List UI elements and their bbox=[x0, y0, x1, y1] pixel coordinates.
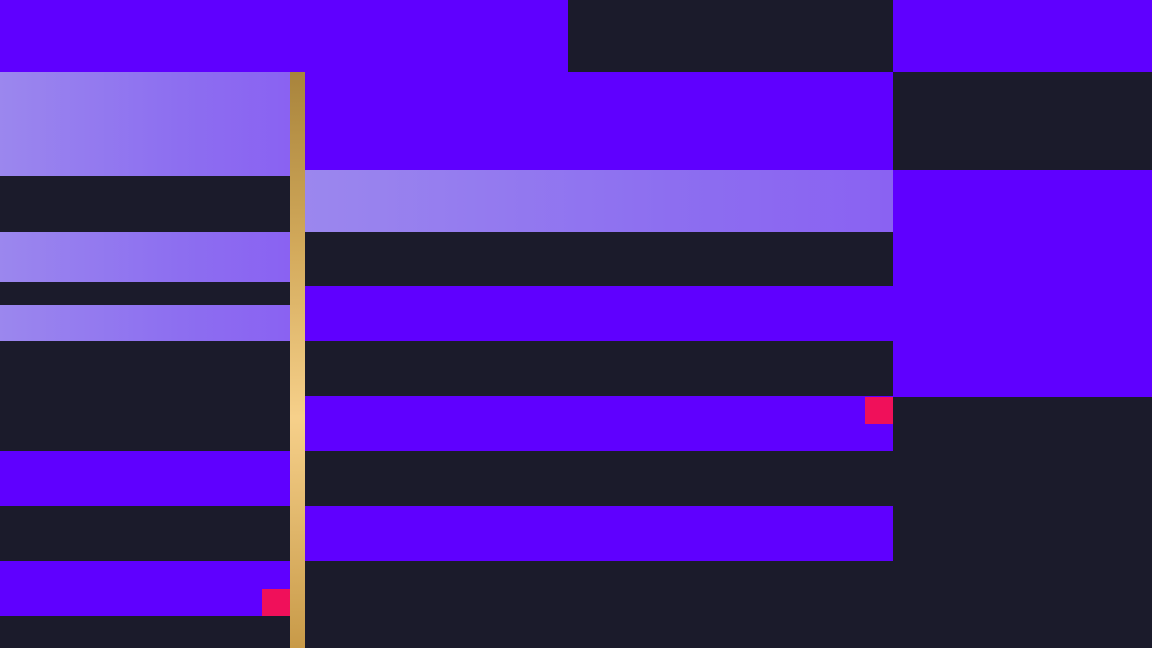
middle-row-5 bbox=[305, 341, 893, 396]
middle-row-7 bbox=[305, 451, 893, 506]
left-row-2 bbox=[0, 176, 290, 232]
left-row-8 bbox=[0, 506, 290, 561]
right-row-2 bbox=[893, 170, 1152, 397]
middle-row-2 bbox=[305, 170, 893, 232]
left-row-9 bbox=[0, 561, 290, 616]
left-row-1 bbox=[0, 72, 290, 176]
middle-row-8 bbox=[305, 506, 893, 561]
marker-left bbox=[262, 589, 290, 616]
block-top-left bbox=[0, 0, 568, 72]
left-row-3 bbox=[0, 232, 290, 282]
left-row-6 bbox=[0, 341, 290, 451]
block-top-middle bbox=[568, 1, 893, 72]
left-row-5 bbox=[0, 305, 290, 341]
block-top-right bbox=[893, 0, 1152, 72]
middle-row-1 bbox=[305, 72, 893, 170]
middle-row-3 bbox=[305, 232, 893, 286]
right-row-1 bbox=[893, 72, 1152, 170]
middle-row-6 bbox=[305, 396, 893, 451]
left-row-4 bbox=[0, 282, 290, 305]
middle-row-4 bbox=[305, 286, 893, 341]
gold-divider bbox=[290, 72, 305, 648]
left-row-7 bbox=[0, 451, 290, 506]
marker-middle bbox=[865, 397, 893, 424]
